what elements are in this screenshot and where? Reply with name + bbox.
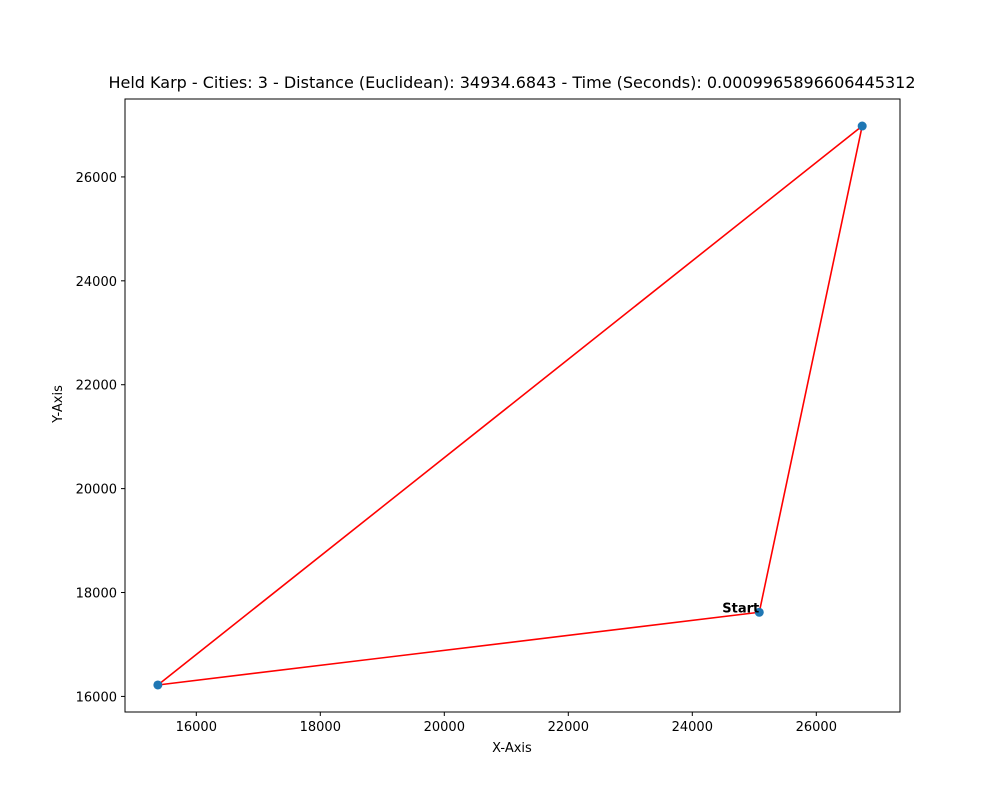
y-tick-label: 20000 [76, 483, 117, 498]
chart-title: Held Karp - Cities: 3 - Distance (Euclid… [108, 73, 915, 92]
x-tick-label: 16000 [176, 720, 217, 735]
x-tick-label: 26000 [796, 720, 837, 735]
x-axis-label: X-Axis [492, 741, 532, 756]
x-axis: 16000 18000 20000 22000 24000 26000 [176, 712, 837, 735]
y-tick-label: 24000 [76, 275, 117, 290]
y-tick-label: 22000 [76, 379, 117, 394]
route-segment [758, 125, 863, 613]
city-point [754, 607, 764, 617]
start-annotation: Start [722, 601, 759, 616]
x-tick-label: 24000 [672, 720, 713, 735]
x-tick-label: 22000 [548, 720, 589, 735]
y-axis: 16000 18000 20000 22000 24000 26000 [76, 171, 125, 705]
y-axis-label: Y-Axis [51, 385, 66, 424]
city-point [857, 121, 867, 131]
y-tick-label: 26000 [76, 171, 117, 186]
city-point [153, 680, 163, 690]
route-segment [157, 125, 863, 686]
route-segment [157, 611, 760, 686]
x-tick-label: 18000 [300, 720, 341, 735]
axes-frame [124, 98, 901, 713]
plot-area: Start [153, 121, 867, 690]
y-tick-label: 16000 [76, 690, 117, 705]
x-tick-label: 20000 [424, 720, 465, 735]
y-tick-label: 18000 [76, 587, 117, 602]
